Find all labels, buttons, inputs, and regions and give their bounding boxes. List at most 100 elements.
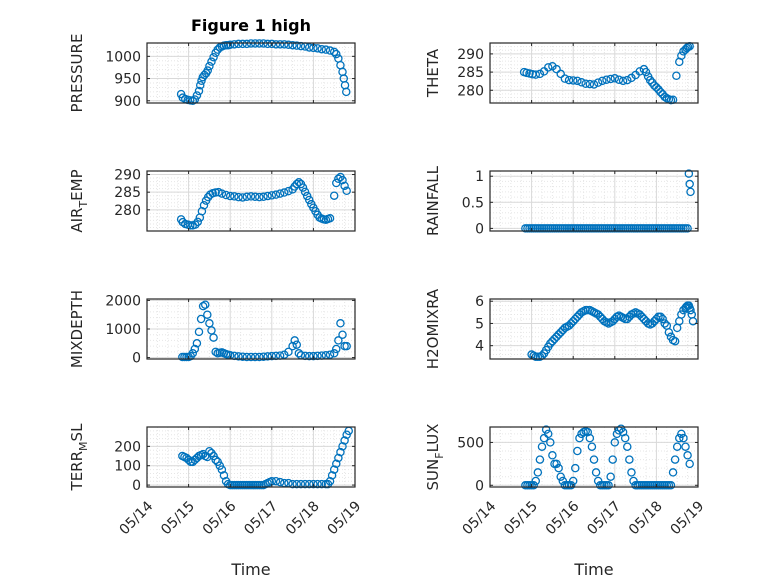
data-point [686, 187, 695, 197]
data-point [271, 476, 281, 486]
data-point [292, 41, 302, 50]
data-point [568, 76, 578, 85]
data-point [225, 40, 235, 50]
data-markers [519, 42, 694, 105]
data-point [684, 169, 694, 178]
data-markers [521, 169, 695, 233]
data-point [535, 69, 545, 79]
y-axis-ticks: 0 500 [457, 435, 698, 494]
data-point [686, 305, 695, 315]
data-point [681, 442, 690, 451]
y-axis-label-subscript: T [77, 201, 90, 209]
data-point [577, 78, 586, 87]
data-point [531, 70, 541, 79]
y-tick-label: 2000 [105, 293, 141, 309]
data-point [688, 316, 698, 326]
data-point [658, 314, 667, 324]
data-point [683, 224, 692, 233]
data-point [608, 455, 617, 464]
grid-lines [146, 426, 356, 487]
data-point [259, 352, 268, 361]
data-point [552, 459, 561, 469]
data-point [604, 481, 613, 490]
axes-box [489, 298, 699, 360]
data-point [309, 479, 318, 489]
y-axis-ticks: 0 100 200 [114, 439, 355, 494]
data-point [178, 217, 188, 227]
x-tick-label: 05/14 [117, 498, 157, 538]
data-point [641, 67, 651, 77]
data-point [652, 83, 661, 92]
x-tick-label: 05/15 [158, 498, 198, 538]
data-point [271, 40, 281, 49]
data-point [199, 200, 209, 210]
x-axis-ticks [489, 171, 699, 231]
x-tick-label: 05/16 [200, 498, 240, 538]
data-point [340, 181, 349, 191]
data-point [334, 453, 343, 463]
data-point [329, 191, 339, 200]
data-point [325, 476, 335, 486]
y-axis-label: RAINFALL [424, 165, 442, 236]
data-point [298, 183, 308, 192]
data-point [618, 76, 628, 86]
y-tick-label: 200 [114, 439, 141, 455]
data-point [554, 463, 563, 473]
data-point [186, 221, 195, 230]
data-point [263, 191, 272, 201]
data-point [677, 310, 686, 319]
data-point [209, 52, 218, 62]
data-point [677, 51, 686, 60]
data-point [217, 465, 227, 474]
data-point [652, 314, 661, 324]
data-point [677, 429, 686, 439]
data-point [531, 476, 541, 486]
data-point [284, 186, 293, 196]
data-point [537, 442, 547, 451]
data-point [211, 347, 220, 357]
data-point [219, 471, 229, 480]
data-point [196, 314, 206, 324]
data-point [543, 429, 553, 439]
data-point [317, 44, 326, 54]
grid-lines [489, 427, 699, 487]
data-point [338, 442, 347, 451]
data-point [610, 438, 620, 447]
y-axis-label: SUNFLUX [424, 424, 446, 491]
data-point [585, 79, 595, 89]
data-point [670, 455, 680, 464]
y-axis-label-main: AIR [68, 208, 86, 233]
data-point [292, 179, 302, 189]
figure-title: Figure 1 high [191, 16, 311, 35]
y-axis-ticks: 0 1000 2000 [105, 293, 355, 367]
y-tick-label: 285 [457, 65, 484, 81]
y-tick-label: 500 [457, 435, 484, 451]
data-point [334, 174, 343, 184]
data-point [332, 49, 341, 59]
data-point [200, 300, 210, 309]
y-tick-label: 290 [114, 168, 141, 184]
data-point [246, 192, 256, 201]
subplot-4: 0 0.5 1 RAINFALL [424, 165, 699, 237]
data-point [654, 85, 663, 94]
x-axis-ticks [146, 171, 356, 231]
data-point [275, 189, 285, 198]
data-point [304, 351, 314, 361]
data-point [342, 341, 351, 351]
subplot-2: 280 285 290 THETA [424, 42, 699, 105]
data-point [546, 438, 555, 447]
data-point [300, 187, 310, 197]
x-tick-label: 05/19 [668, 498, 708, 538]
y-axis-label-rest: SL [68, 423, 86, 442]
y-axis-label: MIXDEPTH [68, 290, 86, 368]
x-tick-label: 05/16 [543, 498, 583, 538]
y-tick-label: 280 [457, 83, 484, 99]
data-point [338, 175, 347, 185]
data-point [190, 344, 200, 354]
data-point [259, 192, 268, 202]
data-point [290, 336, 299, 345]
data-point [242, 39, 252, 49]
data-point [566, 481, 576, 490]
x-tick-label: 05/15 [501, 498, 541, 538]
